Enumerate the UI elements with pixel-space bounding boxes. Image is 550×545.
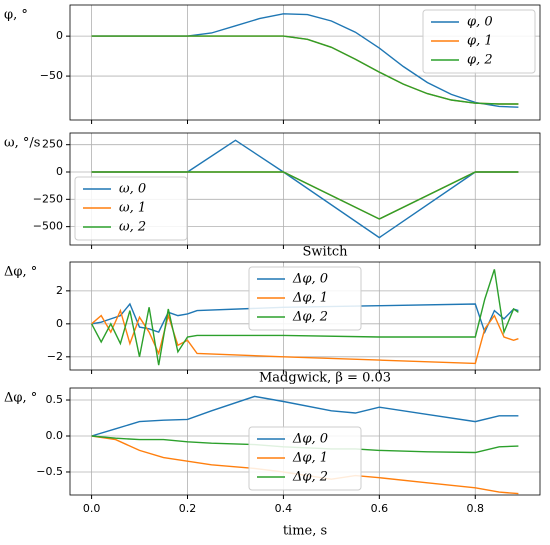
legend-label: Δφ, 1 [292,451,328,466]
legend-box [248,426,362,491]
series-line [91,395,519,437]
legend-box [422,9,536,74]
y-axis-label: Δφ, ° [4,265,37,280]
y-tick-label: 0 [56,317,63,330]
legend-box [74,176,188,241]
y-axis-label: φ, ° [4,8,28,23]
y-tick-label: 0 [56,165,63,178]
x-tick-label: 0.6 [371,502,389,515]
x-tick-label: 0.0 [83,502,101,515]
y-tick-label: 250 [42,138,63,151]
legend-label: Δφ, 0 [292,272,328,287]
axes-frame [69,261,541,371]
y-tick-label: −250 [33,192,63,205]
y-tick-label: −0.5 [36,465,63,478]
y-tick-label: 2 [56,284,63,297]
x-tick-label: 0.4 [275,502,293,515]
axes-frame [69,387,541,496]
panel-title: Switch [302,245,348,260]
y-tick-label: 0.0 [46,429,64,442]
legend-label: Δφ, 0 [292,432,328,447]
axes-frame [69,4,541,121]
y-axis-label: ω, °/s [4,136,40,151]
legend-label: ω, 0 [119,182,146,197]
y-tick-label: −2 [47,350,63,363]
y-axis-label: Δφ, ° [4,391,37,406]
legend-label: Δφ, 1 [292,291,328,306]
x-tick-label: 0.2 [179,502,197,515]
series-line [90,269,519,366]
x-tick-label: 0.8 [467,502,485,515]
legend-label: φ, 1 [467,34,493,49]
series-line [91,13,519,108]
y-tick-label: 0.5 [46,393,64,406]
series-line [91,171,519,220]
y-tick-label: −50 [40,69,63,82]
series-line [91,35,519,105]
series-line [91,308,519,365]
legend-label: φ, 2 [467,53,493,68]
legend-label: Δφ, 2 [292,470,328,485]
x-axis-label: time, s [283,524,327,539]
legend-label: φ, 0 [467,15,493,30]
legend-label: Δφ, 2 [292,310,328,325]
y-tick-label: −500 [33,220,63,233]
panel-title: Madgwick, β = 0.03 [259,371,391,386]
y-tick-label: 0 [56,29,63,42]
legend-label: ω, 1 [119,201,146,216]
axes-frame [69,132,541,246]
legend-label: ω, 2 [119,220,146,235]
legend-box [248,266,362,331]
